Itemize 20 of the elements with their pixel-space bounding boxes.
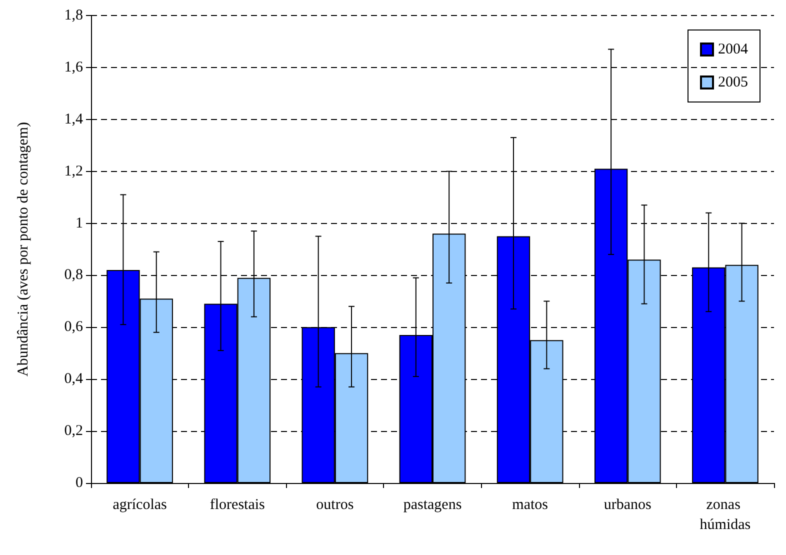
x-tick-label: zonas húmidas [700,497,751,533]
y-tick-label: 0,8 [64,267,83,284]
x-tick-label: matos [512,497,548,513]
y-tick-label: 1,2 [64,163,83,180]
x-tick-label: agrícolas [112,497,168,513]
y-axis-title: Abundância (aves por ponto de contagem) [16,122,32,376]
y-tick-label: 0,2 [64,423,83,440]
x-tick-label: urbanos [604,497,652,513]
legend-label: 2005 [718,74,748,90]
y-tick-label: 1,4 [64,111,84,128]
y-tick-label: 0 [76,475,83,491]
y-tick-label: 1,6 [64,59,84,76]
legend-label: 2004 [718,42,748,58]
y-tick-label: 0,6 [64,319,84,336]
y-tick-label: 1 [76,215,83,232]
x-tick-label: outros [316,497,354,513]
y-tick-label: 1,8 [64,8,83,24]
y-tick-label: 0,4 [64,371,84,388]
x-tick-label: florestais [210,497,266,513]
x-tick-label: pastagens [403,497,462,513]
